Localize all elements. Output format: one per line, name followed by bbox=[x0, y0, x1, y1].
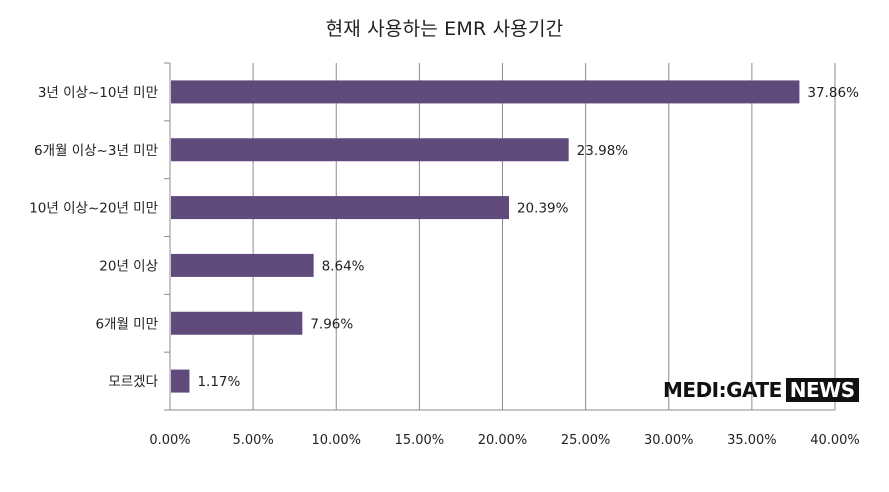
value-label: 20.39% bbox=[517, 201, 569, 217]
x-tick-label: 30.00% bbox=[644, 433, 694, 448]
category-label: 20년 이상 bbox=[99, 258, 158, 274]
bar bbox=[171, 369, 190, 393]
value-label: 8.64% bbox=[322, 258, 365, 274]
x-tick-label: 35.00% bbox=[727, 433, 777, 448]
category-label: 모르겠다 bbox=[108, 374, 158, 390]
chart-title: 현재 사용하는 EMR 사용기간 bbox=[325, 18, 564, 40]
value-label: 37.86% bbox=[807, 85, 859, 101]
logo-text-medigate: MEDI:GATE bbox=[663, 378, 782, 402]
x-tick-label: 25.00% bbox=[561, 433, 611, 448]
x-tick-label: 5.00% bbox=[232, 433, 273, 448]
medigate-news-logo: MEDI:GATE NEWS bbox=[663, 378, 859, 402]
category-label: 10년 이상~20년 미만 bbox=[29, 201, 158, 217]
value-label: 1.17% bbox=[197, 374, 240, 390]
x-tick-label: 20.00% bbox=[478, 433, 528, 448]
x-tick-label: 10.00% bbox=[311, 433, 361, 448]
logo-text-news: NEWS bbox=[785, 378, 859, 402]
value-label: 23.98% bbox=[577, 143, 629, 159]
x-tick-label: 40.00% bbox=[810, 433, 860, 448]
x-tick-label: 15.00% bbox=[395, 433, 445, 448]
x-tick-label: 0.00% bbox=[149, 433, 190, 448]
value-label: 7.96% bbox=[310, 316, 353, 332]
category-label: 3년 이상~10년 미만 bbox=[38, 85, 158, 101]
bar bbox=[171, 311, 303, 335]
bar bbox=[171, 80, 800, 104]
category-label: 6개월 미만 bbox=[95, 316, 158, 332]
bar bbox=[171, 196, 509, 220]
bar bbox=[171, 253, 314, 277]
bar bbox=[171, 138, 569, 162]
category-label: 6개월 이상~3년 미만 bbox=[34, 143, 158, 159]
